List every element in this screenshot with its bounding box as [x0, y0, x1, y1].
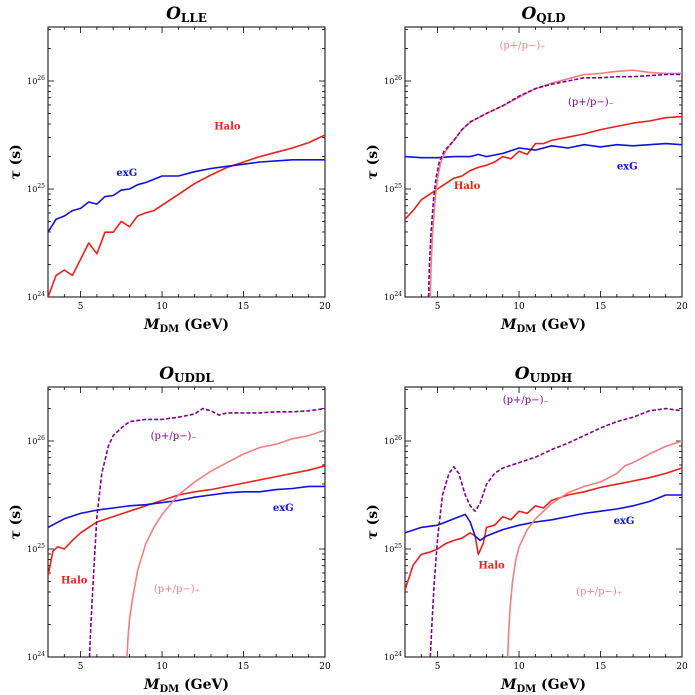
x-tick-label: 10 [513, 302, 525, 312]
x-tick-label: 15 [238, 302, 250, 312]
y-tick-label: 1024 [27, 651, 45, 662]
x-tick-label: 5 [435, 302, 441, 312]
y-tick-label: 1025 [384, 183, 402, 194]
y-tick-label: 1026 [384, 75, 402, 86]
x-tick-label: 15 [595, 302, 607, 312]
x-axis-label: MDM (GeV) [500, 317, 586, 335]
y-tick-label: 1024 [27, 291, 45, 302]
series-line-halo-0 [48, 465, 325, 577]
x-tick-label: 20 [319, 302, 331, 312]
series-label: (p+/p−)₊ [154, 584, 200, 595]
x-axis-label: MDM (GeV) [500, 677, 586, 695]
panel-uddh: 5 10 15 20 1024 1025 1026 Halo exG (p+/p−)₊ (p+/p−… [365, 364, 688, 695]
series-line-pp-2 [126, 429, 325, 657]
series-line-halo-0 [48, 134, 325, 297]
x-tick-label: 5 [78, 302, 84, 312]
series-line-pp-3 [429, 407, 682, 657]
series-line-pp-3 [88, 407, 325, 657]
y-tick-label: 1026 [27, 75, 45, 86]
series-line-pp-2 [506, 440, 682, 657]
x-tick-label: 20 [319, 662, 331, 672]
series-line-exg-1 [48, 159, 325, 233]
series-label: Halo [454, 181, 481, 192]
x-tick-label: 15 [238, 662, 250, 672]
y-tick-label: 1024 [384, 651, 402, 662]
y-tick-label: 1025 [27, 183, 45, 194]
series-line-exg-1 [48, 485, 325, 529]
y-axis-label: τ (s) [365, 504, 381, 539]
series-label: (p+/p−)₊ [500, 41, 546, 52]
y-tick-label: 1024 [384, 291, 402, 302]
x-tick-label: 5 [78, 662, 84, 672]
series-line-halo-0 [405, 467, 682, 591]
y-axis-label: τ (s) [8, 504, 24, 539]
series-label: Halo [61, 576, 88, 587]
panel-title: OLLE [166, 4, 207, 25]
panel-title: OUDDH [515, 364, 572, 385]
panel-lle: 5 10 15 20 1024 1025 1026 Halo exG OLLE MDM (GeV) τ… [8, 4, 331, 335]
x-tick-label: 20 [676, 662, 688, 672]
series-line-pp-3 [427, 73, 682, 297]
y-axis-label: τ (s) [365, 144, 381, 179]
x-tick-label: 20 [676, 302, 688, 312]
x-tick-label: 15 [595, 662, 607, 672]
plot-frame [404, 386, 683, 658]
y-tick-label: 1026 [384, 435, 402, 446]
series-label: exG [273, 503, 294, 514]
panel-title: OQLD [521, 4, 565, 25]
x-axis-label: MDM (GeV) [143, 677, 229, 695]
panel-title: OUDDL [159, 364, 214, 385]
plot-frame [404, 26, 683, 298]
series-line-exg-1 [405, 494, 682, 542]
series-label: Halo [478, 560, 505, 571]
x-axis-label: MDM (GeV) [143, 317, 229, 335]
series-label: (p+/p−)₋ [151, 431, 197, 442]
panel-uddl: 5 10 15 20 1024 1025 1026 Halo exG (p+/p−)₊ (p+/p−… [8, 364, 331, 695]
series-label: exG [614, 516, 635, 527]
y-tick-label: 1025 [27, 543, 45, 554]
series-label: exG [116, 168, 137, 179]
x-tick-label: 10 [156, 302, 168, 312]
x-tick-label: 5 [435, 662, 441, 672]
series-label: exG [617, 162, 638, 173]
y-tick-label: 1026 [27, 435, 45, 446]
plot-frame [47, 386, 326, 658]
series-line-exg-1 [405, 142, 682, 159]
y-tick-label: 1025 [384, 543, 402, 554]
series-label: (p+/p−)₊ [576, 586, 622, 597]
y-axis-label: τ (s) [8, 144, 24, 179]
plot-frame [47, 26, 326, 298]
panel-qld: 5 10 15 20 1024 1025 1026 Halo exG (p+/p−)₊ (p+/p−… [365, 4, 688, 335]
series-label: (p+/p−)₋ [568, 97, 614, 108]
x-tick-label: 10 [156, 662, 168, 672]
series-label: Halo [214, 122, 241, 133]
series-line-halo-0 [405, 115, 682, 220]
x-tick-label: 10 [513, 662, 525, 672]
series-label: (p+/p−)₋ [503, 395, 549, 406]
